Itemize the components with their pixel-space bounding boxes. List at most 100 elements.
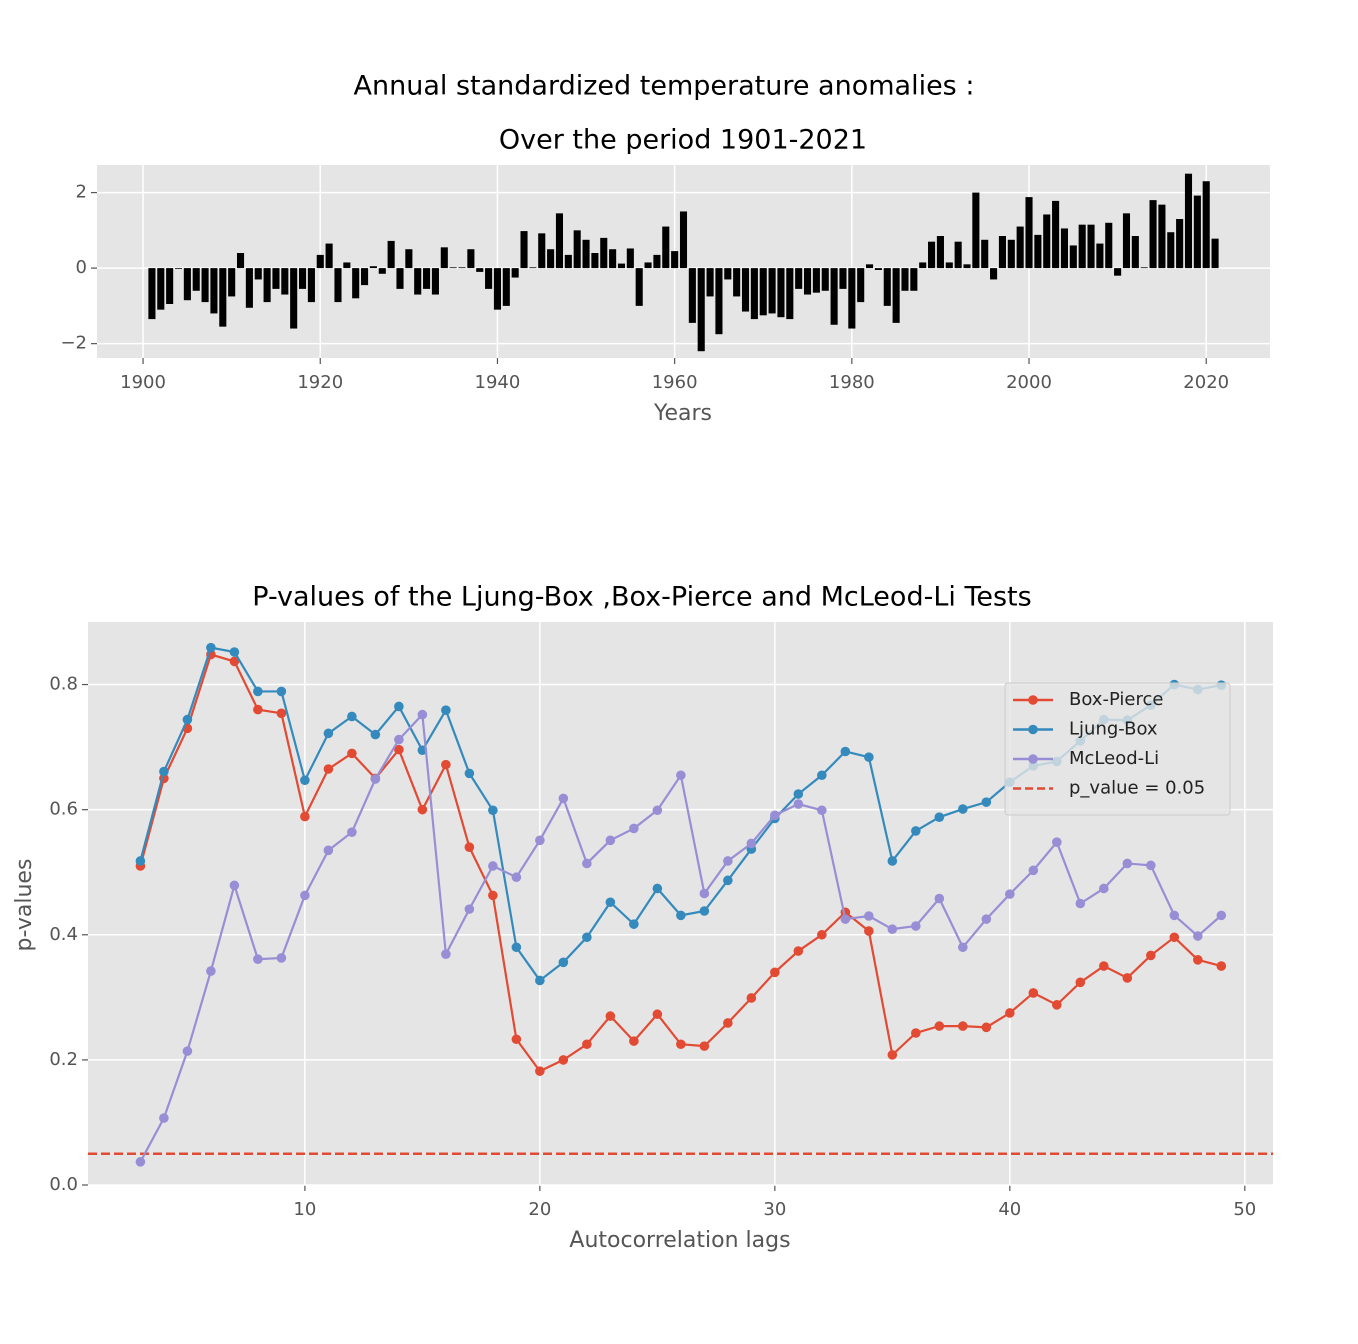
bar: [281, 268, 289, 295]
x-tick-label: 40: [998, 1199, 1021, 1220]
bar: [458, 267, 466, 269]
bar: [697, 268, 705, 352]
x-axis-label: Autocorrelation lags: [569, 1228, 790, 1253]
marker: [206, 642, 216, 653]
bar: [564, 254, 572, 269]
marker: [558, 793, 569, 804]
marker: [934, 1021, 945, 1031]
bar: [1114, 268, 1122, 276]
marker: [394, 734, 404, 745]
bar: [325, 243, 333, 269]
bar: [1202, 181, 1210, 269]
marker: [981, 914, 992, 924]
marker: [229, 880, 240, 891]
bar: [591, 253, 599, 269]
marker: [817, 770, 827, 781]
x-tick-label: 1980: [829, 372, 875, 393]
bar: [1096, 243, 1104, 269]
bar: [653, 254, 661, 269]
marker: [253, 704, 263, 715]
marker: [1122, 858, 1133, 869]
bar: [538, 233, 546, 269]
marker: [887, 856, 898, 866]
marker: [887, 924, 898, 934]
marker: [488, 805, 498, 816]
marker: [323, 728, 334, 739]
bar: [316, 254, 324, 269]
marker: [135, 856, 146, 866]
marker: [1216, 910, 1227, 921]
bar: [679, 211, 688, 269]
marker: [723, 1018, 733, 1028]
x-tick-label: 10: [293, 1199, 316, 1220]
bar: [1052, 200, 1060, 269]
bar: [555, 213, 564, 269]
y-tick-label: 0.8: [49, 674, 78, 695]
marker: [300, 811, 310, 822]
bar: [210, 268, 218, 314]
marker: [864, 911, 874, 921]
chart-title: P-values of the Ljung-Box ,Box-Pierce an…: [252, 582, 1031, 613]
marker: [370, 774, 381, 784]
bar: [582, 239, 590, 269]
bar: [174, 268, 183, 269]
legend-label: Ljung-Box: [1069, 719, 1158, 740]
marker: [723, 875, 733, 886]
bar: [839, 268, 847, 289]
bar: [848, 268, 856, 329]
bar: [671, 251, 679, 269]
marker: [276, 708, 287, 719]
bar: [1007, 239, 1015, 269]
legend-marker: [1028, 754, 1038, 764]
y-axis-label: p-values: [12, 859, 37, 952]
bar: [343, 262, 351, 269]
marker: [1169, 932, 1180, 943]
marker: [840, 746, 851, 757]
legend: Box-Pierce Ljung-Box McLeod-Li p_value = 0.…: [1004, 682, 1231, 816]
marker: [934, 893, 945, 904]
marker: [535, 835, 545, 846]
bar: [449, 267, 457, 269]
bar: [857, 268, 865, 303]
bar: [263, 268, 271, 303]
marker: [464, 768, 475, 779]
bar: [617, 263, 626, 269]
marker: [1146, 860, 1156, 871]
marker: [1216, 961, 1227, 971]
bar: [715, 268, 723, 335]
marker: [1075, 977, 1086, 988]
marker: [464, 904, 475, 914]
marker: [300, 775, 310, 786]
bar: [1078, 224, 1086, 269]
bar: [467, 249, 475, 269]
bar: [1025, 197, 1033, 269]
legend-marker: [1028, 724, 1038, 735]
bar: [963, 264, 971, 269]
bar: [777, 268, 785, 318]
marker: [699, 906, 710, 916]
bar: [998, 236, 1006, 269]
bar: [928, 241, 936, 269]
marker: [441, 949, 451, 959]
marker: [817, 805, 827, 816]
bar: [866, 264, 874, 269]
marker: [182, 1046, 193, 1056]
bar: [201, 268, 209, 303]
bar: [688, 268, 696, 323]
bar: [192, 268, 200, 291]
marker: [1099, 961, 1109, 971]
bar: [821, 268, 829, 291]
marker: [206, 966, 216, 976]
marker: [1099, 883, 1109, 894]
x-tick-label: 1900: [120, 372, 166, 393]
bar: [1122, 213, 1131, 269]
bar: [396, 268, 404, 289]
marker: [1052, 837, 1062, 847]
bar: [706, 268, 714, 297]
marker: [793, 946, 804, 956]
bar: [1184, 173, 1193, 269]
chart-title: Annual standardized temperature anomalie…: [354, 71, 975, 102]
bar: [1060, 228, 1069, 269]
marker: [370, 729, 381, 740]
marker: [958, 1021, 968, 1031]
